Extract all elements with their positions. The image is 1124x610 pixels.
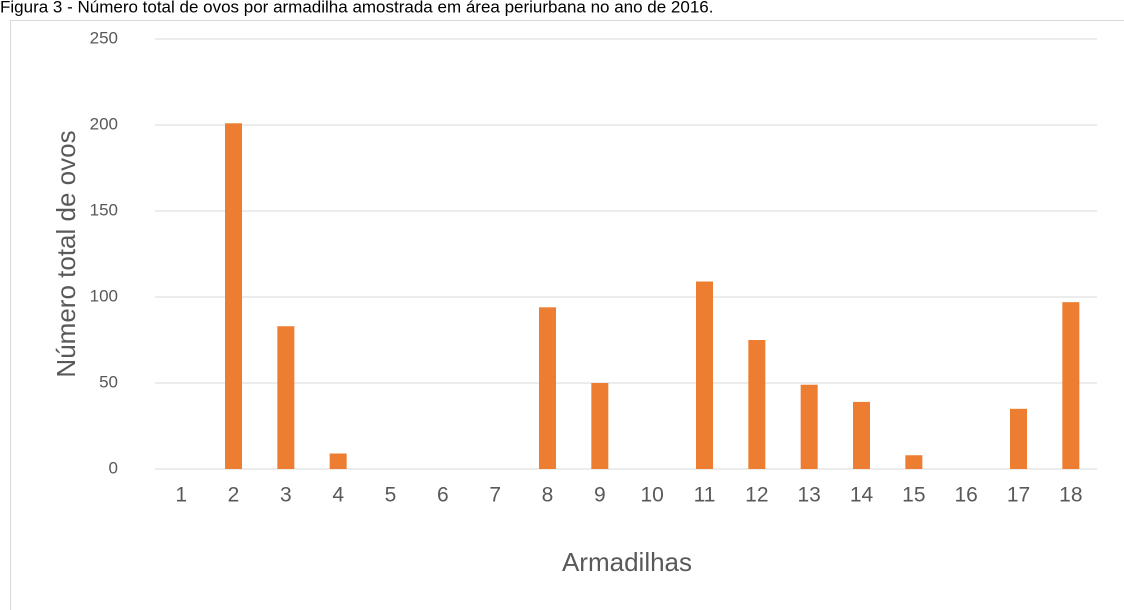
- x-tick-label: 5: [385, 484, 397, 507]
- x-tick-label: 2: [228, 484, 240, 507]
- bar: [329, 453, 347, 469]
- bar: [748, 340, 766, 469]
- bar: [800, 384, 818, 469]
- chart-title: Figura 3 - Número total de ovos por arma…: [0, 0, 713, 16]
- y-tick-label: 100: [90, 286, 118, 305]
- bar: [1010, 408, 1027, 469]
- bar: [591, 383, 609, 469]
- bar: [853, 401, 870, 469]
- x-tick-label: 13: [797, 484, 820, 507]
- bar: [696, 281, 713, 469]
- x-tick-label: 15: [902, 484, 925, 507]
- chart-frame: [10, 20, 1124, 610]
- x-tick-label: 17: [1007, 484, 1030, 507]
- x-tick-label: 1: [175, 484, 187, 507]
- x-tick-label: 12: [745, 484, 768, 507]
- y-tick-label: 50: [99, 372, 118, 391]
- x-tick-label: 14: [850, 484, 874, 507]
- y-axis-label: Número total de ovos: [51, 130, 81, 377]
- bar: [225, 123, 242, 469]
- x-tick-label: 6: [437, 484, 449, 507]
- x-tick-label: 10: [640, 484, 663, 507]
- x-tick-label: 4: [332, 484, 344, 507]
- x-tick-label: 3: [280, 484, 292, 507]
- y-tick-label: 0: [109, 458, 118, 477]
- x-tick-label: 11: [694, 484, 716, 507]
- x-axis-label: Armadilhas: [562, 547, 692, 577]
- x-tick-label: 9: [594, 484, 606, 507]
- y-tick-label: 250: [90, 28, 118, 47]
- x-tick-label: 16: [954, 484, 977, 507]
- x-tick-label: 7: [489, 484, 501, 507]
- bar: [1062, 302, 1080, 469]
- x-tick-label: 8: [542, 484, 554, 507]
- bar: [905, 455, 923, 469]
- y-tick-label: 150: [90, 200, 118, 219]
- y-tick-label: 200: [90, 114, 118, 133]
- bar: [277, 326, 295, 469]
- x-tick-label: 18: [1059, 484, 1082, 507]
- bar: [539, 307, 556, 469]
